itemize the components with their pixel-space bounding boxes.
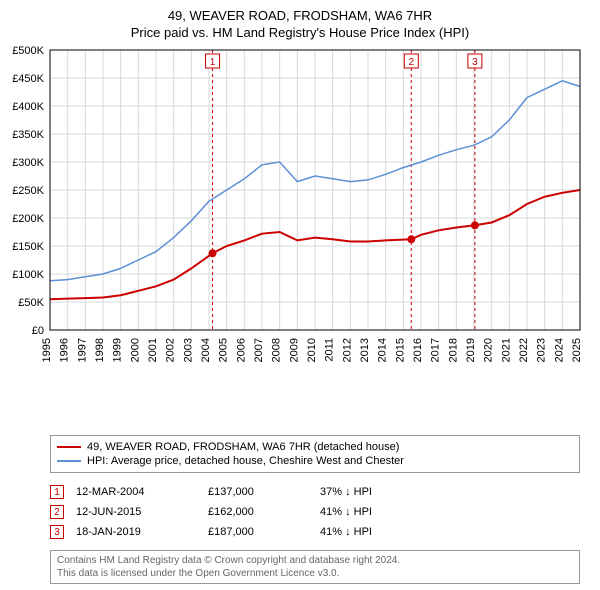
svg-text:1: 1 — [210, 57, 216, 68]
chart-title-address: 49, WEAVER ROAD, FRODSHAM, WA6 7HR — [0, 8, 600, 23]
svg-text:2003: 2003 — [182, 338, 194, 362]
svg-text:£0: £0 — [32, 325, 44, 337]
transaction-row: 3 18-JAN-2019 £187,000 41% ↓ HPI — [50, 522, 580, 542]
svg-text:£350K: £350K — [12, 129, 44, 141]
transaction-diff: 41% ↓ HPI — [320, 506, 440, 518]
transaction-marker: 2 — [50, 505, 64, 519]
title-block: 49, WEAVER ROAD, FRODSHAM, WA6 7HR Price… — [0, 0, 600, 40]
legend-swatch-property — [57, 446, 81, 448]
svg-text:2020: 2020 — [483, 338, 495, 362]
svg-text:2001: 2001 — [147, 338, 159, 362]
transaction-price: £137,000 — [208, 486, 308, 498]
footer-line2: This data is licensed under the Open Gov… — [57, 567, 573, 580]
svg-text:2014: 2014 — [377, 338, 389, 362]
transaction-row: 1 12-MAR-2004 £137,000 37% ↓ HPI — [50, 482, 580, 502]
svg-text:1999: 1999 — [112, 338, 124, 362]
svg-text:1996: 1996 — [59, 338, 71, 362]
svg-text:2015: 2015 — [394, 338, 406, 362]
page-container: 49, WEAVER ROAD, FRODSHAM, WA6 7HR Price… — [0, 0, 600, 590]
svg-text:£400K: £400K — [12, 101, 44, 113]
svg-text:2002: 2002 — [165, 338, 177, 362]
svg-text:2016: 2016 — [412, 338, 424, 362]
svg-text:2008: 2008 — [271, 338, 283, 362]
svg-text:2009: 2009 — [288, 338, 300, 362]
svg-text:2023: 2023 — [536, 338, 548, 362]
svg-text:£200K: £200K — [12, 213, 44, 225]
transaction-row: 2 12-JUN-2015 £162,000 41% ↓ HPI — [50, 502, 580, 522]
svg-text:£450K: £450K — [12, 73, 44, 85]
svg-text:2007: 2007 — [253, 338, 265, 362]
footer-box: Contains HM Land Registry data © Crown c… — [50, 550, 580, 584]
svg-text:£300K: £300K — [12, 157, 44, 169]
svg-text:2000: 2000 — [129, 338, 141, 362]
transactions-table: 1 12-MAR-2004 £137,000 37% ↓ HPI 2 12-JUN-201… — [50, 482, 580, 542]
svg-text:2019: 2019 — [465, 338, 477, 362]
legend-box: 49, WEAVER ROAD, FRODSHAM, WA6 7HR (deta… — [50, 435, 580, 473]
svg-text:2004: 2004 — [200, 338, 212, 362]
svg-text:2025: 2025 — [571, 338, 583, 362]
svg-text:£500K: £500K — [12, 45, 44, 57]
transaction-date: 12-MAR-2004 — [76, 486, 196, 498]
svg-text:2006: 2006 — [235, 338, 247, 362]
chart-svg: £0£50K£100K£150K£200K£250K£300K£350K£400… — [50, 50, 580, 380]
svg-text:2024: 2024 — [553, 338, 565, 362]
legend-label-hpi: HPI: Average price, detached house, Ches… — [87, 455, 404, 467]
svg-text:2011: 2011 — [324, 338, 336, 362]
svg-text:2010: 2010 — [306, 338, 318, 362]
transaction-diff: 37% ↓ HPI — [320, 486, 440, 498]
svg-text:1998: 1998 — [94, 338, 106, 362]
svg-text:2: 2 — [409, 57, 415, 68]
transaction-marker: 1 — [50, 485, 64, 499]
legend-row-hpi: HPI: Average price, detached house, Ches… — [57, 454, 573, 468]
svg-text:2017: 2017 — [430, 338, 442, 362]
svg-text:3: 3 — [472, 57, 478, 68]
transaction-price: £187,000 — [208, 526, 308, 538]
svg-text:2012: 2012 — [341, 338, 353, 362]
legend-label-property: 49, WEAVER ROAD, FRODSHAM, WA6 7HR (deta… — [87, 441, 399, 453]
svg-text:1997: 1997 — [76, 338, 88, 362]
svg-text:£50K: £50K — [18, 297, 44, 309]
svg-text:£100K: £100K — [12, 269, 44, 281]
svg-text:2005: 2005 — [218, 338, 230, 362]
transaction-date: 18-JAN-2019 — [76, 526, 196, 538]
legend-row-property: 49, WEAVER ROAD, FRODSHAM, WA6 7HR (deta… — [57, 440, 573, 454]
chart-title-desc: Price paid vs. HM Land Registry's House … — [0, 25, 600, 40]
transaction-marker: 3 — [50, 525, 64, 539]
transaction-price: £162,000 — [208, 506, 308, 518]
footer-line1: Contains HM Land Registry data © Crown c… — [57, 554, 573, 567]
svg-text:2013: 2013 — [359, 338, 371, 362]
svg-text:2022: 2022 — [518, 338, 530, 362]
transaction-date: 12-JUN-2015 — [76, 506, 196, 518]
svg-text:£150K: £150K — [12, 241, 44, 253]
transaction-diff: 41% ↓ HPI — [320, 526, 440, 538]
svg-text:2021: 2021 — [500, 338, 512, 362]
svg-text:1995: 1995 — [41, 338, 53, 362]
svg-text:2018: 2018 — [447, 338, 459, 362]
svg-text:£250K: £250K — [12, 185, 44, 197]
legend-swatch-hpi — [57, 460, 81, 462]
